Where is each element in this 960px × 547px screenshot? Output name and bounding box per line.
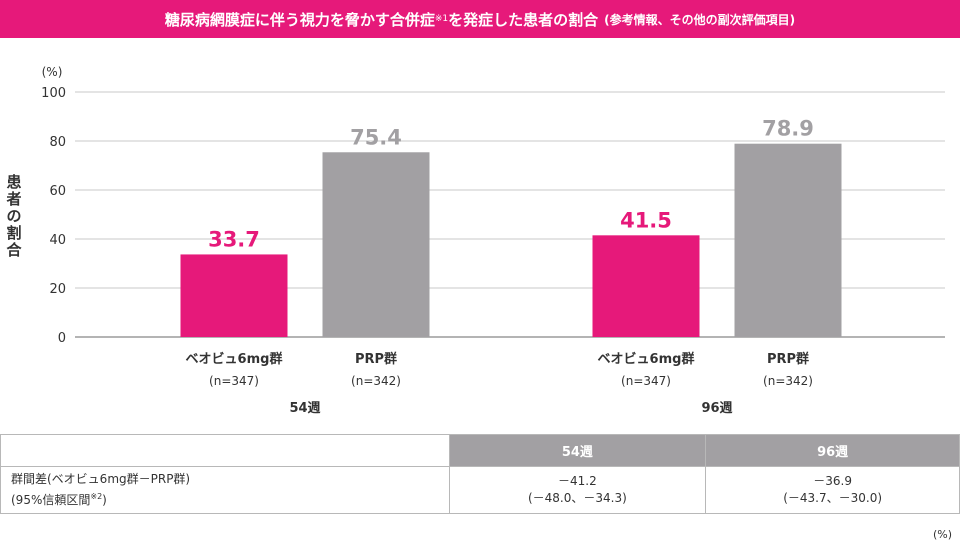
table-cell-54w: －41.2 (－48.0、－34.3) bbox=[448, 466, 707, 514]
y-axis-title-char: の bbox=[6, 207, 22, 225]
bar-value-label: 33.7 bbox=[208, 227, 260, 251]
bar-n-label: (n=347) bbox=[209, 374, 259, 388]
bar-n-label: (n=342) bbox=[763, 374, 813, 388]
group-label: 54週 bbox=[289, 401, 320, 416]
y-tick-labels: 0 20 40 60 80 100 bbox=[41, 86, 66, 346]
table-header-empty bbox=[0, 434, 450, 467]
y-axis-title-char: 合 bbox=[6, 241, 22, 259]
y-axis-title: 患者の割合 bbox=[4, 174, 24, 259]
bar-value-label: 75.4 bbox=[350, 125, 402, 149]
group-label: 96週 bbox=[701, 401, 732, 416]
difference-table: 54週 96週 群間差(ベオビュ6mg群－PRP群) (95%信頼区間※2) －… bbox=[0, 434, 960, 514]
table-header-54w: 54週 bbox=[448, 434, 707, 467]
diff-96w: －36.9 bbox=[813, 474, 852, 488]
chart-title-bar: 糖尿病網膜症に伴う視力を脅かす合併症 ※1 を発症した患者の割合 (参考情報、その他の… bbox=[0, 0, 960, 38]
row-label-line2: (95%信頼区間 bbox=[11, 493, 91, 507]
table-cell-96w: －36.9 (－43.7、－30.0) bbox=[705, 466, 960, 514]
table-header-row: 54週 96週 bbox=[0, 434, 960, 467]
y-axis-title-text: 患者の割合 bbox=[6, 173, 21, 259]
y-unit-label: (%) bbox=[42, 65, 63, 79]
bar-category-label: PRP群 bbox=[767, 351, 809, 367]
bar-value-label: 78.9 bbox=[762, 117, 814, 141]
title-subtitle: (参考情報、その他の副次評価項目) bbox=[604, 12, 796, 27]
y-axis-title-char: 割 bbox=[6, 224, 22, 242]
y-tick-label: 40 bbox=[49, 233, 66, 248]
y-tick-label: 20 bbox=[49, 282, 66, 297]
y-tick-label: 100 bbox=[41, 86, 66, 101]
table-row: 群間差(ベオビュ6mg群－PRP群) (95%信頼区間※2) －41.2 (－4… bbox=[0, 466, 960, 514]
bar-category-label: ベオビュ6mg群 bbox=[186, 351, 283, 367]
bar bbox=[734, 143, 842, 337]
x-labels: ベオビュ6mg群 (n=347) PRP群 (n=342) 54週 ベオビュ6mg群 (n=… bbox=[186, 351, 813, 416]
ci-54w: (－48.0、－34.3) bbox=[527, 491, 627, 505]
diff-54w: －41.2 bbox=[558, 474, 597, 488]
bar-category-label: PRP群 bbox=[355, 351, 397, 367]
row-label-close: ) bbox=[102, 493, 107, 507]
y-tick-label: 60 bbox=[49, 184, 66, 199]
bar bbox=[592, 235, 700, 337]
bar-n-label: (n=342) bbox=[351, 374, 401, 388]
title-note-mark: ※1 bbox=[434, 14, 449, 24]
bar-value-label: 41.5 bbox=[620, 208, 672, 232]
bar-category-label: ベオビュ6mg群 bbox=[598, 351, 695, 367]
bar-chart: 0 20 40 60 80 100 (%) 33.7 75.4 41.5 78.9 ベオビュ6m… bbox=[41, 65, 945, 416]
title-main-2: を発症した患者の割合 bbox=[448, 10, 599, 29]
table-unit-note: (%) bbox=[932, 528, 952, 541]
row-label-note: ※2 bbox=[90, 492, 103, 501]
bar bbox=[180, 254, 288, 337]
y-tick-label: 80 bbox=[49, 135, 66, 150]
row-label-line1: 群間差(ベオビュ6mg群－PRP群) bbox=[11, 472, 191, 486]
y-axis-title-char: 患 bbox=[6, 173, 22, 191]
y-tick-label: 0 bbox=[58, 331, 66, 346]
bars: 33.7 75.4 41.5 78.9 bbox=[180, 117, 842, 337]
title-main: 糖尿病網膜症に伴う視力を脅かす合併症 bbox=[164, 10, 435, 29]
table-row-label: 群間差(ベオビュ6mg群－PRP群) (95%信頼区間※2) bbox=[0, 466, 450, 514]
bar-n-label: (n=347) bbox=[621, 374, 671, 388]
bar bbox=[322, 152, 430, 337]
ci-96w: (－43.7、－30.0) bbox=[783, 491, 883, 505]
table-header-96w: 96週 bbox=[705, 434, 960, 467]
y-axis-title-char: 者 bbox=[6, 190, 22, 208]
